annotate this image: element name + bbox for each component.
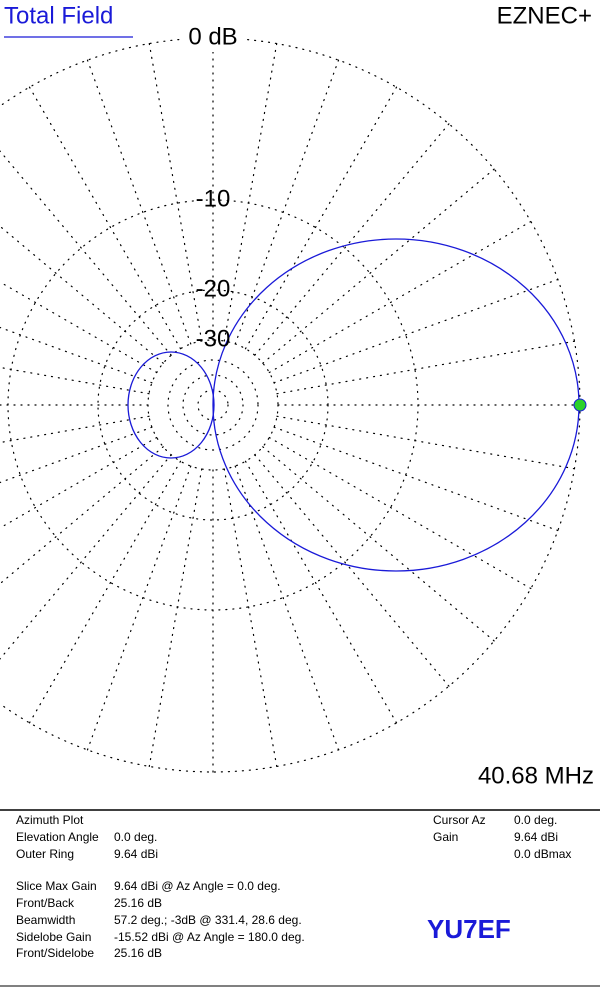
info-value: 0.0 dBmax (514, 847, 571, 861)
grid-ring (182, 374, 244, 436)
info-value: 25.16 dB (114, 896, 162, 910)
back-lobe (127, 351, 215, 459)
grid-radial (262, 168, 495, 364)
info-label: Elevation Angle (16, 830, 99, 844)
info-label: Outer Ring (16, 847, 74, 861)
grid-radial (0, 366, 150, 395)
info-value: 9.64 dBi (114, 847, 158, 861)
ring-label: 0 dB (188, 23, 237, 50)
info-label: Front/Sidelobe (16, 946, 94, 960)
info-label: Sidelobe Gain (16, 930, 91, 944)
info-label: Cursor Az (433, 813, 486, 827)
info-value: 9.64 dBi (514, 830, 558, 844)
grid-radial (86, 465, 192, 751)
grid-radial (0, 426, 153, 484)
label-bg (180, 24, 246, 52)
polar-grid (0, 37, 581, 773)
grid-radial (244, 86, 398, 350)
grid-radial (223, 468, 278, 768)
ring-label: -10 (196, 185, 231, 212)
info-label: Gain (433, 830, 458, 844)
grid-radial (262, 446, 495, 642)
info-label: Azimuth Plot (16, 813, 84, 827)
grid-ring (0, 37, 581, 773)
grid-radial (0, 150, 172, 356)
grid-radial (268, 436, 532, 590)
grid-radial (254, 454, 450, 687)
grid-radial (244, 460, 398, 724)
info-panel: Azimuth Plot Elevation Angle 0.0 deg. Outer… (16, 813, 571, 960)
ring-label: -20 (196, 275, 231, 302)
grid-radial (148, 468, 203, 768)
grid-radial (276, 415, 576, 470)
grid-radial (0, 446, 164, 585)
grid-radial (28, 460, 182, 724)
grid-radial (276, 340, 576, 395)
ring-label: -30 (196, 325, 231, 352)
callsign: YU7EF (427, 914, 511, 944)
grid-radial (28, 86, 182, 350)
grid-radial (0, 281, 158, 374)
grid-radial (0, 326, 153, 384)
grid-radial (234, 59, 340, 345)
info-label: Slice Max Gain (16, 879, 97, 893)
grid-radial (0, 415, 150, 444)
info-label: Beamwidth (16, 913, 75, 927)
info-value: 0.0 deg. (114, 830, 157, 844)
info-value: 25.16 dB (114, 946, 162, 960)
program-name: EZNEC+ (497, 2, 592, 29)
grid-radial (223, 42, 278, 342)
grid-ring (167, 359, 259, 451)
grid-radial (234, 465, 340, 751)
grid-radial (0, 436, 158, 529)
info-label: Front/Back (16, 896, 75, 910)
cursor-marker (573, 398, 587, 412)
grid-radial (273, 278, 559, 384)
info-value: -15.52 dBi @ Az Angle = 180.0 deg. (114, 930, 305, 944)
plot-title: Total Field (4, 2, 113, 29)
grid-radial (254, 123, 450, 356)
grid-radial (273, 426, 559, 532)
info-value: 0.0 deg. (514, 813, 557, 827)
grid-radial (268, 220, 532, 374)
frequency: 40.68 MHz (478, 762, 594, 789)
info-value: 57.2 deg.; -3dB @ 331.4, 28.6 deg. (114, 913, 302, 927)
grid-radial (0, 225, 164, 364)
grid-radial (148, 42, 203, 342)
info-value: 9.64 dBi @ Az Angle = 0.0 deg. (114, 879, 281, 893)
grid-radial (86, 59, 192, 345)
grid-radial (0, 454, 172, 660)
